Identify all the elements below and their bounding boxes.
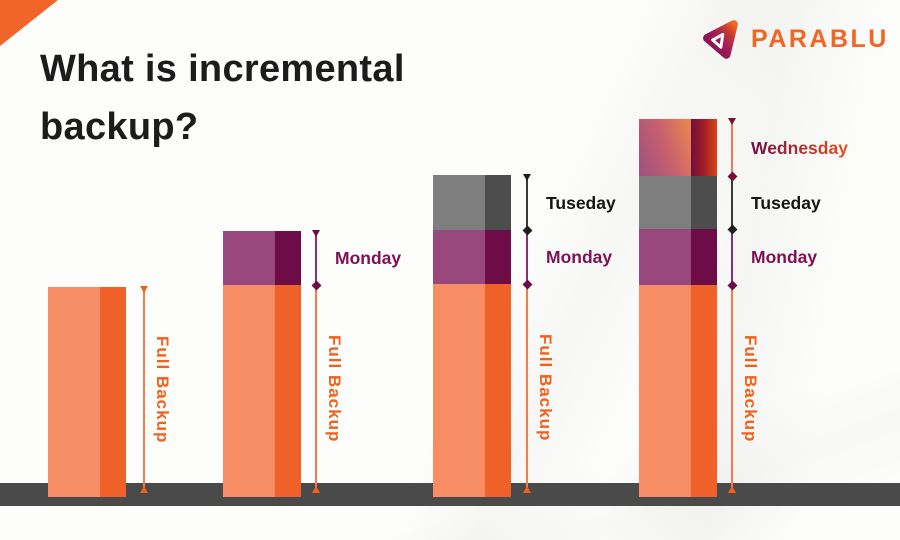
measure-marker	[522, 279, 532, 289]
backup-column-1	[48, 287, 126, 497]
measure-marker	[727, 224, 737, 234]
monday-segment-side	[691, 229, 717, 285]
measure-arrow-bottom	[728, 486, 736, 493]
measure-marker	[727, 171, 737, 181]
label-monday: Monday	[751, 247, 818, 267]
monday-segment-side	[275, 231, 301, 285]
full-segment-front	[433, 284, 485, 497]
label-wednesday: Wednesday	[751, 137, 848, 158]
monday-segment-front	[639, 229, 691, 285]
wednesday-segment-side	[691, 119, 717, 176]
measure-arrow-bottom	[140, 486, 148, 493]
tuesday-measure-line	[526, 175, 528, 230]
tuesday-segment-front	[639, 176, 691, 229]
backup-column-4	[639, 119, 717, 497]
title-line-2: backup?	[40, 106, 199, 148]
label-monday: Monday	[546, 247, 613, 267]
full-segment-front	[223, 285, 275, 497]
backup-column-2	[223, 231, 301, 497]
monday-measure-line	[526, 230, 528, 284]
full-segment-front	[48, 287, 100, 497]
wednesday-measure-line	[731, 119, 733, 176]
label-full-backup: Full Backup	[741, 334, 760, 443]
measure-marker	[311, 280, 321, 290]
brand-logo: PARABLU	[698, 16, 889, 62]
full-segment-side	[275, 285, 301, 497]
label-tuesday: Tuseday	[751, 192, 821, 213]
measure-arrow-top	[312, 230, 320, 237]
full-segment-side	[100, 287, 126, 497]
label-tuesday: Tuseday	[546, 192, 616, 213]
title-line-1: What is incremental	[40, 48, 405, 90]
backup-column-3	[433, 175, 511, 497]
monday-measure-line	[315, 231, 317, 285]
label-monday: Monday	[335, 248, 402, 268]
measure-arrow-top	[728, 118, 736, 125]
label-full-backup: Full Backup	[153, 335, 172, 444]
label-full-backup: Full Backup	[536, 334, 555, 442]
full-segment-front	[639, 285, 691, 497]
brand-wordmark: PARABLU	[751, 24, 889, 53]
measure-marker	[522, 225, 532, 235]
wednesday-segment-front	[639, 119, 691, 176]
full-measure-line	[143, 287, 145, 492]
full-measure-line	[315, 285, 317, 492]
tuesday-segment-side	[485, 175, 511, 230]
monday-measure-line	[731, 229, 733, 285]
measure-arrow-top	[140, 286, 148, 293]
measure-marker	[727, 280, 737, 290]
tuesday-segment-side	[691, 176, 717, 229]
monday-segment-front	[433, 230, 485, 284]
tuesday-segment-front	[433, 175, 485, 230]
full-measure-line	[731, 285, 733, 492]
measure-arrow-top	[523, 174, 531, 181]
measure-arrow-bottom	[523, 486, 531, 493]
full-segment-side	[485, 284, 511, 497]
monday-segment-side	[485, 230, 511, 284]
tuesday-measure-line	[731, 176, 733, 229]
parablu-logo-icon	[703, 20, 738, 59]
full-measure-line	[526, 284, 528, 492]
label-full-backup: Full Backup	[325, 334, 344, 443]
measure-arrow-bottom	[312, 486, 320, 493]
monday-segment-front	[223, 231, 275, 285]
full-segment-side	[691, 285, 717, 497]
page-title: What is incremental backup?	[40, 40, 405, 156]
